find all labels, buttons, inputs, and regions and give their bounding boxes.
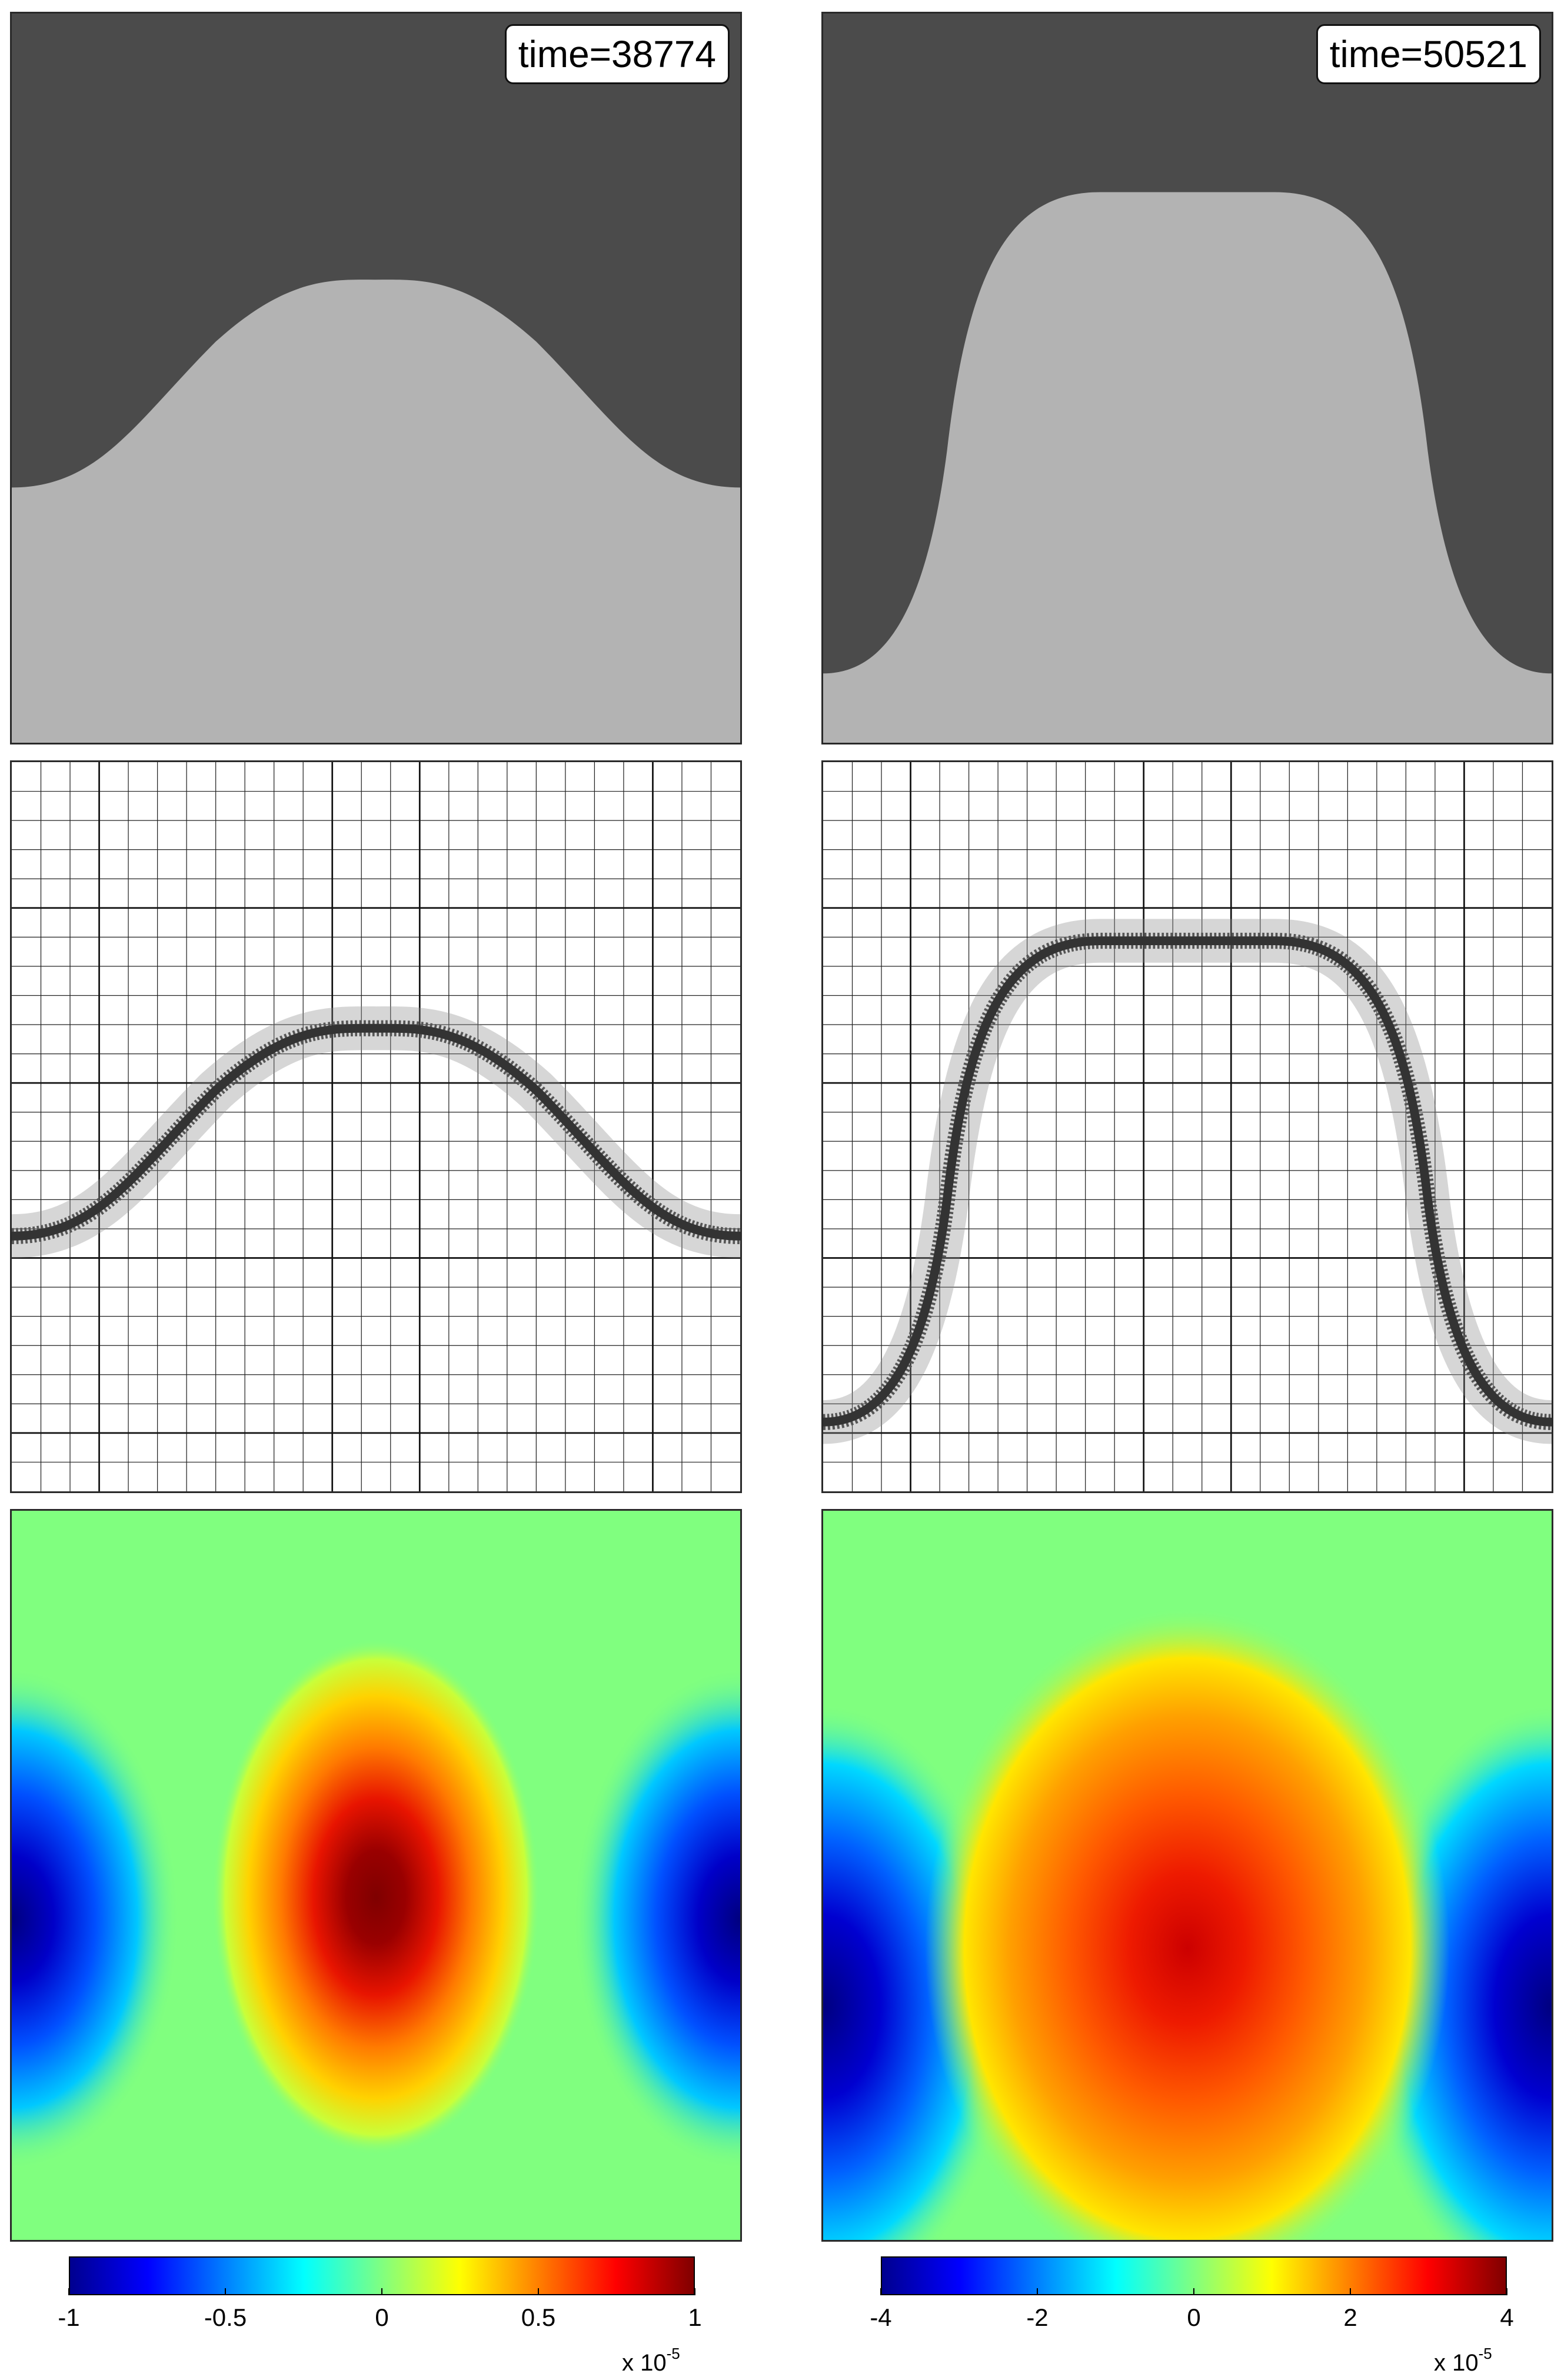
coarse-grid-right: [823, 762, 1552, 1491]
colorbar-ticks-left: -1 -0.5 0 0.5 1: [58, 2288, 702, 2331]
colorbar-left: -1 -0.5 0 0.5 1 x 10-5: [58, 2256, 702, 2380]
colorbar-right: -4 -2 0 2 4 x 10-5: [870, 2256, 1514, 2380]
colorbar-tick-mark: [694, 2288, 695, 2295]
colorbar-tick-label: 1: [688, 2303, 702, 2331]
colorbar-tick-label: 0: [1187, 2303, 1201, 2331]
mesh-panel-left: [10, 760, 742, 1493]
interface-band-right: [823, 919, 1552, 1444]
colorbar-tick-label: -4: [870, 2303, 892, 2331]
phase-field-left: [12, 14, 740, 743]
colorbar-tick-mark: [880, 2288, 881, 2295]
colorbar-tick-label: -2: [1026, 2303, 1049, 2331]
phase-field-right: [823, 14, 1552, 743]
field-panel-right: [821, 1509, 1553, 2242]
colorbar-tick-label: 2: [1343, 2303, 1357, 2331]
mesh-panel-right: [821, 760, 1553, 1493]
colorbar-tick-label: -0.5: [204, 2303, 247, 2331]
colorbar-exponent-left: x 10-5: [622, 2345, 680, 2376]
colorbar-ticks-right: -4 -2 0 2 4: [870, 2288, 1514, 2331]
phase-panel-left: time=38774: [10, 12, 742, 744]
colorbar-tick-mark: [68, 2288, 69, 2295]
colorbar-tick-mark: [225, 2288, 226, 2295]
interface-band-left: [12, 1006, 740, 1258]
time-label-left: time=38774: [504, 24, 730, 84]
colorbar-tick-label: 0.5: [521, 2303, 556, 2331]
time-label-right: time=50521: [1316, 24, 1541, 84]
colorbar-tick-label: -1: [58, 2303, 80, 2331]
colorbar-tick-mark: [1350, 2288, 1351, 2295]
colorbar-tick-label: 0: [375, 2303, 389, 2331]
colorbar-tick-mark: [538, 2288, 539, 2295]
field-panel-left: [10, 1509, 742, 2242]
colorbar-tick-mark: [1193, 2288, 1194, 2295]
colorbar-exponent-right: x 10-5: [1434, 2345, 1492, 2376]
phase-panel-right: time=50521: [821, 12, 1553, 744]
colorbar-tick-label: 4: [1500, 2303, 1514, 2331]
adaptive-mesh-right: [823, 762, 1552, 1491]
colorbar-tick-mark: [381, 2288, 382, 2295]
colorbar-tick-mark: [1506, 2288, 1507, 2295]
adaptive-mesh-left: [12, 762, 740, 1491]
field-plot-right: [823, 1511, 1552, 2240]
colorbar-tick-mark: [1037, 2288, 1038, 2295]
coarse-grid-left: [12, 762, 740, 1491]
field-plot-left: [12, 1511, 740, 2240]
